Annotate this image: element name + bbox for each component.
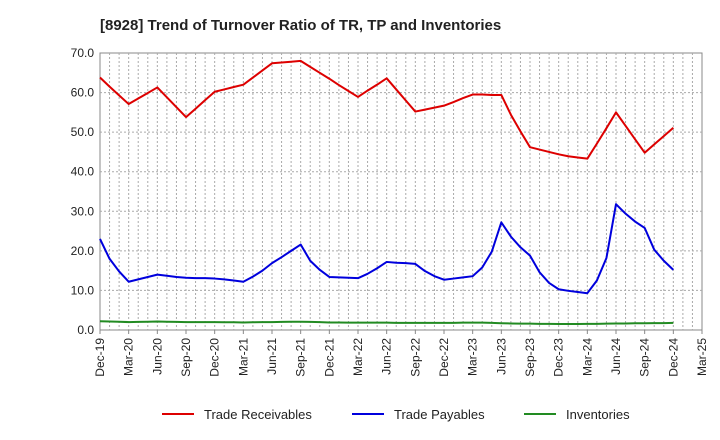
series-line-trade-receivables bbox=[99, 59, 674, 160]
x-tick-label: Mar-24 bbox=[580, 338, 594, 376]
x-tick-label: Mar-21 bbox=[236, 338, 250, 376]
legend: Trade Receivables Trade Payables Inventori… bbox=[162, 407, 630, 422]
series-line-trade-payables bbox=[99, 203, 675, 295]
x-tick-label: Dec-22 bbox=[437, 338, 451, 377]
x-tick-label: Mar-20 bbox=[122, 338, 136, 376]
y-tick-label: 40.0 bbox=[71, 165, 95, 179]
legend-label: Inventories bbox=[566, 407, 630, 422]
plot-frame bbox=[99, 52, 703, 331]
x-tick-label: Sep-20 bbox=[179, 338, 193, 377]
axis-layer: 0.0 10.0 20.0 30.0 40.0 50.0 60.0 70.0 Dec-19 Mar… bbox=[71, 46, 709, 377]
legend-label: Trade Receivables bbox=[204, 407, 312, 422]
y-tick-label: 50.0 bbox=[71, 125, 95, 139]
y-tick-label: 20.0 bbox=[71, 244, 95, 258]
y-tick-label: 70.0 bbox=[71, 46, 95, 60]
x-tick-label: Jun-22 bbox=[380, 338, 394, 375]
y-tick-label: 60.0 bbox=[71, 86, 95, 100]
x-tick-label: Dec-20 bbox=[208, 338, 222, 377]
y-tick-label: 10.0 bbox=[71, 283, 95, 297]
y-tick-label: 30.0 bbox=[71, 204, 95, 218]
grid-layer bbox=[99, 52, 703, 331]
x-tick-label: Sep-23 bbox=[523, 338, 537, 377]
x-tick-label: Dec-24 bbox=[666, 338, 680, 377]
x-tick-label: Jun-21 bbox=[265, 338, 279, 375]
legend-label: Trade Payables bbox=[394, 407, 485, 422]
x-tick-label: Mar-23 bbox=[466, 338, 480, 376]
x-tick-label: Jun-20 bbox=[150, 338, 164, 375]
series-layer bbox=[99, 59, 675, 326]
x-tick-label: Mar-25 bbox=[695, 338, 709, 376]
x-tick-label: Sep-24 bbox=[638, 338, 652, 377]
x-tick-label: Mar-22 bbox=[351, 338, 365, 376]
x-tick-label: Jun-23 bbox=[494, 338, 508, 375]
y-tick-label: 0.0 bbox=[77, 323, 94, 337]
x-tick-label: Dec-23 bbox=[552, 338, 566, 377]
x-tick-label: Sep-21 bbox=[294, 338, 308, 377]
x-tick-label: Dec-19 bbox=[93, 338, 107, 377]
x-tick-label: Dec-21 bbox=[322, 338, 336, 377]
x-tick-label: Sep-22 bbox=[408, 338, 422, 377]
chart-title: [8928] Trend of Turnover Ratio of TR, TP… bbox=[100, 17, 501, 34]
x-tick-label: Jun-24 bbox=[609, 338, 623, 375]
series-line-inventories bbox=[99, 320, 674, 326]
